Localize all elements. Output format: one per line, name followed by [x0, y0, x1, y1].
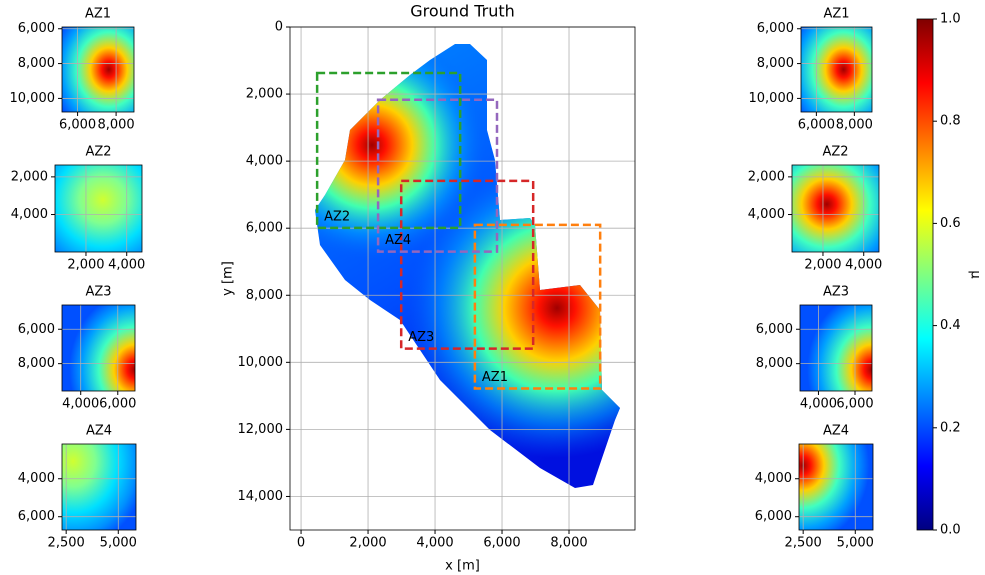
- x-tick-label: 2,000: [67, 258, 104, 273]
- field: [315, 44, 620, 488]
- colorbar-tick-label: 0.6: [940, 216, 961, 231]
- axes-frame: [61, 443, 137, 531]
- zone-box: [473, 223, 602, 390]
- colorbar-tick-label: 0.4: [940, 318, 961, 333]
- axes-title: Ground Truth: [410, 2, 515, 21]
- x-tick-label: 4,000: [416, 536, 453, 551]
- x-tick-label: 5,000: [837, 536, 874, 551]
- x-tick-label: 6,000: [99, 397, 136, 412]
- y-tick-label: 4,000: [11, 207, 48, 222]
- x-tick-label: 4,000: [108, 258, 145, 273]
- axes-frame: [791, 164, 880, 253]
- axes-frame: [54, 164, 143, 253]
- inset-field: [62, 444, 136, 530]
- y-tick-label: 2,000: [11, 169, 48, 184]
- y-axis-label: y [m]: [221, 261, 236, 296]
- y-tick-label: 8,000: [18, 56, 55, 71]
- colorbar-tick-label: 0.8: [940, 114, 961, 129]
- x-tick-label: 6,000: [798, 118, 835, 133]
- y-tick-label: 4,000: [755, 471, 792, 486]
- x-tick-label: 0: [297, 536, 305, 551]
- x-tick-label: 2,500: [785, 536, 822, 551]
- inset-field: [800, 305, 872, 391]
- y-tick-label: 2,000: [246, 87, 283, 102]
- inset-field: [792, 165, 879, 252]
- colorbar-tick-label: 0.0: [940, 523, 961, 538]
- y-tick-label: 2,000: [748, 169, 785, 184]
- x-axis-label: x [m]: [445, 559, 480, 574]
- colorbar-tick-label: 1.0: [940, 12, 961, 27]
- zone-box: [399, 179, 535, 350]
- axes-title: AZ1: [85, 7, 111, 22]
- x-tick-label: 5,000: [100, 536, 137, 551]
- y-tick-label: 8,000: [246, 288, 283, 303]
- axes-frame: [61, 26, 135, 113]
- x-tick-label: 6,000: [483, 536, 520, 551]
- axes-frame: [798, 443, 874, 531]
- axes-title: AZ2: [822, 145, 848, 160]
- inset-field: [62, 27, 134, 112]
- axes-title: AZ4: [823, 424, 849, 439]
- axes-frame: [799, 304, 873, 392]
- y-tick-label: 0: [275, 20, 283, 35]
- axes-frame: [289, 26, 636, 531]
- zone-label: AZ4: [385, 233, 411, 248]
- x-tick-label: 2,000: [804, 258, 841, 273]
- colorbar-label: μ: [968, 270, 983, 278]
- axes-title: AZ1: [823, 7, 849, 22]
- colorbar: [916, 18, 934, 531]
- inset-field: [801, 27, 872, 112]
- zone-label: AZ3: [408, 330, 434, 345]
- y-tick-label: 8,000: [756, 356, 793, 371]
- y-tick-label: 6,000: [757, 21, 794, 36]
- zone-box: [315, 71, 462, 230]
- x-tick-label: 8,000: [836, 118, 873, 133]
- y-tick-label: 6,000: [756, 322, 793, 337]
- zone-label: AZ1: [482, 370, 508, 385]
- y-tick-label: 10,000: [10, 91, 56, 106]
- colorbar-tick-label: 0.2: [940, 420, 961, 435]
- axes-frame: [61, 304, 136, 392]
- inset-field: [55, 165, 142, 252]
- y-tick-label: 4,000: [18, 471, 55, 486]
- zone-box: [376, 98, 499, 253]
- x-tick-label: 6,000: [836, 397, 873, 412]
- inset-field: [62, 305, 135, 391]
- y-tick-label: 6,000: [18, 509, 55, 524]
- y-tick-label: 6,000: [755, 509, 792, 524]
- y-tick-label: 10,000: [238, 355, 284, 370]
- y-tick-label: 10,000: [749, 91, 795, 106]
- y-tick-label: 6,000: [18, 322, 55, 337]
- x-tick-label: 4,000: [845, 258, 882, 273]
- y-tick-label: 8,000: [757, 56, 794, 71]
- y-tick-label: 12,000: [238, 422, 284, 437]
- zone-label: AZ2: [324, 209, 350, 224]
- axes-title: AZ3: [823, 285, 849, 300]
- x-tick-label: 2,000: [349, 536, 386, 551]
- x-tick-label: 8,000: [550, 536, 587, 551]
- y-tick-label: 6,000: [246, 221, 283, 236]
- axes-title: AZ4: [86, 424, 112, 439]
- axes-title: AZ3: [85, 285, 111, 300]
- x-tick-label: 4,000: [62, 397, 99, 412]
- y-tick-label: 4,000: [246, 154, 283, 169]
- y-tick-label: 4,000: [748, 207, 785, 222]
- y-tick-label: 14,000: [238, 489, 284, 504]
- inset-field: [799, 444, 873, 530]
- x-tick-label: 2,500: [48, 536, 85, 551]
- x-tick-label: 6,000: [59, 118, 96, 133]
- y-tick-label: 8,000: [18, 356, 55, 371]
- x-tick-label: 4,000: [800, 397, 837, 412]
- x-tick-label: 8,000: [97, 118, 134, 133]
- axes-title: AZ2: [85, 145, 111, 160]
- y-tick-label: 6,000: [18, 21, 55, 36]
- axes-frame: [800, 26, 873, 113]
